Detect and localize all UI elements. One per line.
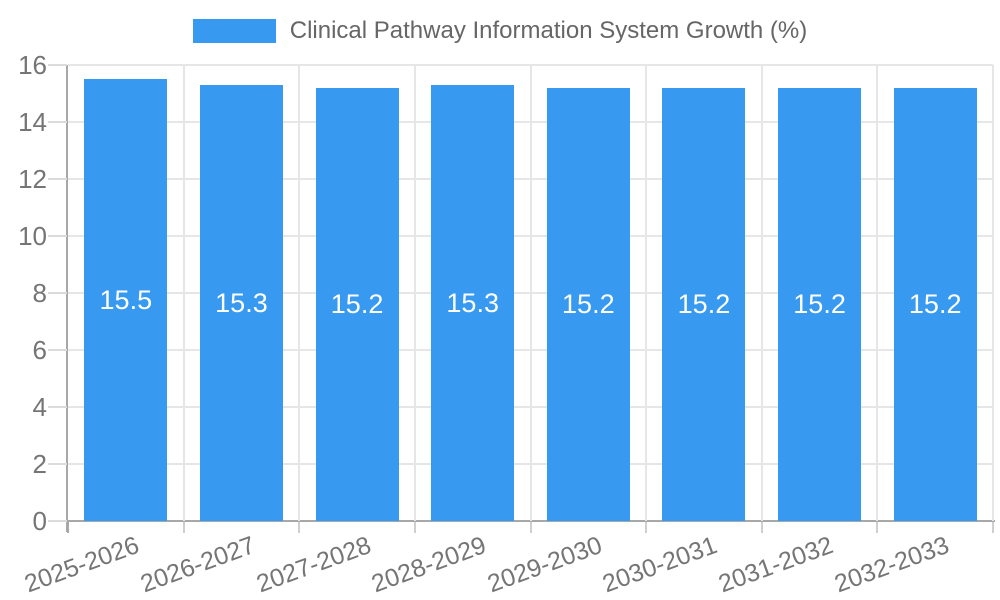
legend-swatch bbox=[192, 19, 276, 43]
chart-legend[interactable]: Clinical Pathway Information System Grow… bbox=[0, 18, 1000, 44]
x-tick-label: 2025-2026 bbox=[21, 531, 144, 599]
v-gridline bbox=[182, 65, 185, 521]
bar[interactable]: 15.3 bbox=[431, 84, 515, 521]
x-tick-mark bbox=[529, 522, 532, 533]
y-tick-label: 8 bbox=[32, 278, 47, 308]
x-tick-label: 2028-2029 bbox=[367, 531, 490, 599]
bar[interactable]: 15.2 bbox=[662, 87, 746, 521]
y-tick-label: 16 bbox=[18, 50, 47, 80]
y-tick-mark bbox=[48, 349, 67, 351]
y-tick-label: 2 bbox=[32, 449, 47, 479]
bar[interactable]: 15.2 bbox=[778, 87, 862, 521]
bar-value-label: 15.3 bbox=[215, 287, 268, 318]
y-tick-label: 4 bbox=[32, 392, 47, 422]
v-gridline bbox=[992, 65, 994, 521]
y-tick-mark bbox=[48, 121, 67, 123]
x-axis-line bbox=[66, 520, 995, 522]
bar-value-label: 15.5 bbox=[99, 285, 153, 316]
bar[interactable]: 15.5 bbox=[84, 79, 168, 521]
x-tick-label: 2031-2032 bbox=[714, 531, 837, 599]
bar[interactable]: 15.2 bbox=[546, 87, 630, 521]
x-tick-label: 2026-2027 bbox=[136, 531, 259, 599]
x-tick-mark bbox=[67, 522, 69, 533]
bar-value-label: 15.2 bbox=[677, 289, 731, 320]
v-gridline bbox=[529, 65, 532, 521]
bar-value-label: 15.2 bbox=[793, 289, 846, 320]
y-tick-mark bbox=[48, 292, 67, 294]
y-tick-mark bbox=[48, 235, 67, 237]
x-tick-label: 2030-2031 bbox=[599, 531, 722, 599]
v-gridline bbox=[876, 65, 879, 521]
x-tick-label: 2027-2028 bbox=[252, 531, 375, 599]
bar[interactable]: 15.2 bbox=[893, 87, 977, 521]
bar-value-label: 15.2 bbox=[330, 289, 384, 320]
y-tick-label: 0 bbox=[32, 506, 47, 536]
y-tick-label: 14 bbox=[18, 107, 47, 137]
y-tick-mark bbox=[48, 406, 67, 408]
v-gridline bbox=[760, 65, 763, 521]
x-tick-mark bbox=[876, 522, 879, 533]
x-tick-mark bbox=[413, 522, 416, 533]
bar-value-label: 15.2 bbox=[908, 289, 962, 320]
y-tick-label: 6 bbox=[32, 335, 47, 365]
x-tick-mark bbox=[645, 522, 648, 533]
v-gridline bbox=[413, 65, 416, 521]
x-tick-mark bbox=[992, 522, 994, 533]
plot-area: 15.5 15.3 15.2 15.3 15.2 15.2 15.2 15.2 bbox=[68, 64, 994, 521]
y-tick-mark bbox=[48, 520, 67, 522]
x-tick-mark bbox=[760, 522, 763, 533]
y-axis-line bbox=[66, 65, 68, 532]
y-tick-mark bbox=[48, 64, 67, 66]
bar[interactable]: 15.3 bbox=[199, 84, 283, 521]
x-tick-label: 2032-2033 bbox=[830, 531, 953, 599]
bar-value-label: 15.2 bbox=[562, 289, 615, 320]
v-gridline bbox=[645, 65, 648, 521]
x-tick-mark bbox=[298, 522, 301, 533]
v-gridline bbox=[298, 65, 301, 521]
y-tick-label: 12 bbox=[18, 164, 47, 194]
y-tick-mark bbox=[48, 463, 67, 465]
x-tick-mark bbox=[182, 522, 185, 533]
y-tick-label: 10 bbox=[18, 221, 47, 251]
x-tick-label: 2029-2030 bbox=[483, 531, 606, 599]
bar-value-label: 15.3 bbox=[446, 287, 499, 318]
bar[interactable]: 15.2 bbox=[315, 87, 399, 521]
y-tick-mark bbox=[48, 178, 67, 180]
legend-label: Clinical Pathway Information System Grow… bbox=[289, 17, 808, 44]
